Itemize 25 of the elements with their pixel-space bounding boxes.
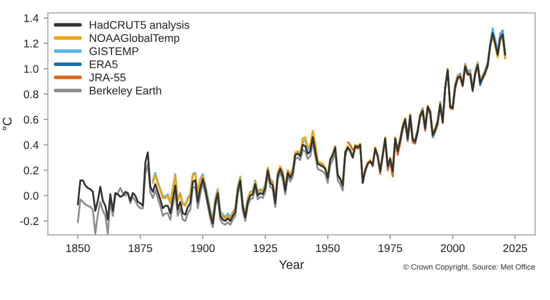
legend-label: GISTEMP xyxy=(90,47,138,56)
y-axis-title: °C xyxy=(2,117,12,130)
y-tick-label: -0.2 xyxy=(20,217,38,226)
y-tick-label: 1.4 xyxy=(24,14,38,22)
x-tick-label: 1900 xyxy=(191,244,215,252)
legend-label: ERA5 xyxy=(90,60,118,68)
x-tick-label: 2025 xyxy=(503,244,528,252)
y-tick-label: 0.4 xyxy=(24,141,38,149)
legend-label: Berkeley Earth xyxy=(90,86,162,97)
x-tick-label: 1850 xyxy=(66,244,90,252)
y-tick-label: 0.0 xyxy=(24,192,38,200)
x-tick-label: 1875 xyxy=(128,244,152,252)
x-tick-label: 1950 xyxy=(316,244,340,252)
x-tick-label: 1975 xyxy=(378,244,402,252)
legend-label: JRA-55 xyxy=(89,74,126,82)
legend-label: HadCRUT5 analysis xyxy=(90,20,190,32)
x-tick-label: 1925 xyxy=(254,244,278,252)
x-axis-title: Year xyxy=(279,260,304,270)
y-tick-label: 1.2 xyxy=(24,40,38,48)
y-tick-label: 0.8 xyxy=(24,90,38,98)
y-tick-label: 0.6 xyxy=(24,116,38,124)
x-tick-label: 2000 xyxy=(440,244,465,252)
legend-label: NOAAGlobalTemp xyxy=(90,34,180,44)
y-tick-label: 0.2 xyxy=(24,166,38,174)
y-tick-label: 1.0 xyxy=(24,64,38,73)
